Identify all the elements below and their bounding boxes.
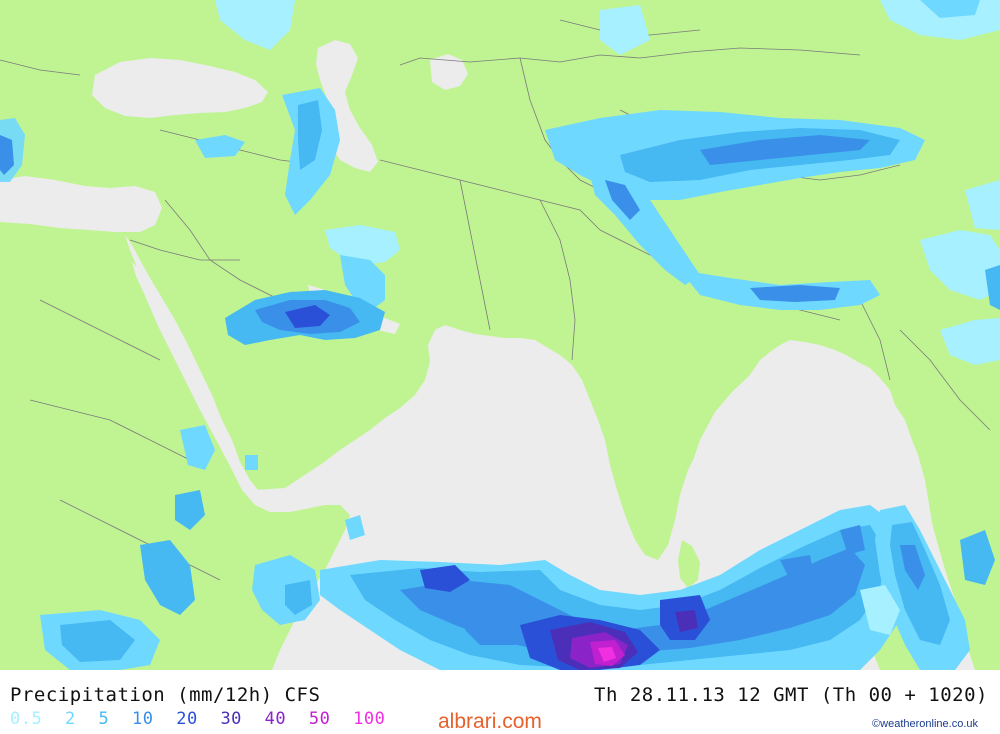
aral-sea <box>430 54 468 90</box>
legend-item-5: 5 <box>98 709 110 729</box>
precipitation-layer <box>0 0 1000 670</box>
map-canvas <box>0 0 1000 670</box>
legend-item-100: 100 <box>353 709 386 729</box>
land-africa <box>0 222 350 670</box>
map-footer: Precipitation (mm/12h) CFS Th 28.11.13 1… <box>0 670 1000 733</box>
red-sea <box>132 262 250 484</box>
legend-item-2: 2 <box>64 709 76 729</box>
legend-item-50: 50 <box>308 709 331 729</box>
map-title: Precipitation (mm/12h) CFS <box>10 684 321 706</box>
mediterranean-sea <box>0 176 162 232</box>
gulf-of-aden <box>255 468 360 510</box>
legend-item-30: 30 <box>220 709 242 729</box>
legend-item-0-5: 0.5 <box>10 709 43 729</box>
black-sea <box>92 58 268 118</box>
legend-item-40: 40 <box>264 709 287 729</box>
watermark-text: albrari.com <box>438 710 542 733</box>
credit-link[interactable]: ©weatheronline.co.uk <box>872 718 978 730</box>
precipitation-map <box>0 0 1000 670</box>
legend-item-20: 20 <box>176 709 198 729</box>
precipitation-legend: 0.5 2 5 10 20 30 40 50 100 <box>10 709 397 729</box>
legend-item-10: 10 <box>131 709 154 729</box>
land-sri-lanka <box>678 540 700 588</box>
forecast-timestamp: Th 28.11.13 12 GMT (Th 00 + 1020) <box>594 684 988 706</box>
